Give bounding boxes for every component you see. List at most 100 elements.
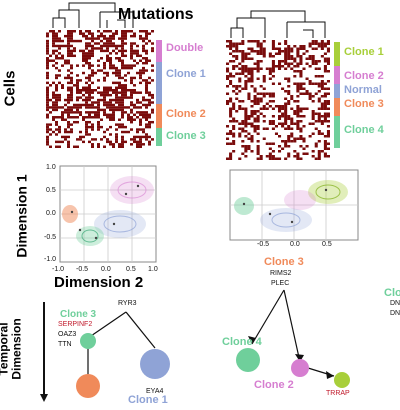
heatmap-cell	[145, 133, 148, 136]
heatmap-cell	[323, 112, 327, 115]
heatmap-cell	[296, 70, 300, 73]
heatmap-cell	[121, 39, 124, 43]
heatmap-cell	[103, 93, 106, 97]
cluster-bar-clone2	[156, 104, 162, 128]
heatmap-cell	[121, 123, 124, 126]
heatmap-cell	[67, 113, 70, 117]
heatmap-cell	[268, 120, 272, 123]
heatmap-cell	[320, 115, 324, 118]
heatmap-cell	[112, 106, 115, 109]
heatmap-cell	[115, 47, 118, 50]
heatmap-cell	[148, 125, 151, 129]
heatmap-cell	[326, 87, 330, 90]
heatmap-cell	[67, 98, 70, 102]
heatmap-cell	[145, 30, 148, 33]
heatmap-cell	[151, 64, 154, 67]
heatmap-cell	[133, 34, 136, 38]
heatmap-cell	[79, 130, 82, 134]
heatmap-cell	[274, 132, 278, 135]
heatmap-cell	[296, 137, 300, 140]
heatmap-cell	[46, 116, 49, 119]
heatmap-cell	[100, 108, 103, 112]
heatmap-cell	[85, 111, 88, 114]
heatmap-cell	[76, 120, 79, 124]
heatmap-cell	[271, 42, 275, 45]
heatmap-cell	[145, 49, 148, 53]
heatmap-cell	[145, 32, 148, 35]
heatmap-cell	[109, 140, 112, 144]
heatmap-cell	[229, 107, 233, 110]
heatmap-cell	[85, 128, 88, 131]
heatmap-cell	[262, 55, 266, 58]
heatmap-cell	[136, 61, 139, 65]
heatmap-cell	[281, 122, 285, 125]
heatmap-cell	[320, 42, 324, 45]
heatmap-cell	[55, 123, 58, 126]
heatmap-cell	[284, 40, 288, 43]
heatmap-cell	[61, 54, 64, 58]
heatmap-cell	[67, 106, 70, 109]
heatmap-cell	[256, 97, 260, 100]
heatmap-cell	[124, 96, 127, 99]
heatmap-cell	[67, 49, 70, 53]
heatmap-cell	[109, 66, 112, 70]
heatmap-cell	[58, 30, 61, 33]
heatmap-cell	[290, 47, 294, 50]
heatmap-cell	[112, 145, 115, 148]
heatmap-cell	[235, 92, 239, 95]
heatmap-cell	[250, 115, 254, 118]
left-tree-clone3-label: Clone 3	[60, 309, 97, 320]
heatmap-cell	[287, 155, 291, 158]
heatmap-cell	[124, 140, 127, 144]
right-mutation-heatmap	[226, 40, 330, 160]
heatmap-cell	[55, 34, 58, 38]
right-embed-tick-x0: -0.5	[257, 241, 270, 248]
heatmap-cell	[287, 152, 291, 155]
heatmap-cell	[61, 39, 64, 43]
heatmap-cell	[145, 42, 148, 45]
heatmap-cell	[268, 92, 272, 95]
heatmap-cell	[46, 39, 49, 43]
heatmap-cell	[241, 57, 245, 60]
heatmap-cell	[235, 72, 239, 75]
heatmap-cell	[241, 52, 245, 55]
heatmap-cell	[229, 42, 233, 45]
heatmap-cell	[317, 120, 321, 123]
heatmap-cell	[133, 113, 136, 117]
heatmap-cell	[226, 100, 230, 103]
heatmap-cell	[97, 128, 100, 131]
heatmap-cell	[262, 107, 266, 110]
heatmap-cell	[271, 67, 275, 70]
heatmap-cell	[299, 145, 303, 148]
heatmap-cell	[274, 65, 278, 68]
heatmap-cell	[58, 37, 61, 40]
heatmap-cell	[91, 89, 94, 92]
heatmap-cell	[106, 89, 109, 92]
heatmap-cell	[299, 70, 303, 73]
heatmap-cell	[302, 52, 306, 55]
heatmap-cell	[55, 57, 58, 60]
heatmap-cell	[139, 91, 142, 94]
heatmap-cell	[100, 118, 103, 121]
heatmap-cell	[256, 152, 260, 155]
heatmap-cell	[308, 45, 312, 48]
heatmap-cell	[293, 112, 297, 115]
heatmap-cell	[232, 75, 236, 78]
heatmap-cell	[115, 108, 118, 112]
heatmap-cell	[290, 132, 294, 135]
heatmap-cell	[253, 112, 257, 115]
heatmap-cell	[139, 135, 142, 139]
left-mutation-heatmap	[46, 30, 154, 148]
heatmap-cell	[106, 42, 109, 45]
heatmap-cell	[112, 44, 115, 48]
heatmap-cell	[136, 145, 139, 148]
heatmap-cell	[229, 75, 233, 78]
heatmap-cell	[91, 32, 94, 35]
heatmap-cell	[115, 135, 118, 139]
heatmap-cell	[103, 42, 106, 45]
heatmap-cell	[284, 102, 288, 105]
heatmap-cell	[247, 95, 251, 98]
heatmap-cell	[287, 62, 291, 65]
heatmap-cell	[112, 113, 115, 117]
heatmap-cell	[124, 86, 127, 89]
